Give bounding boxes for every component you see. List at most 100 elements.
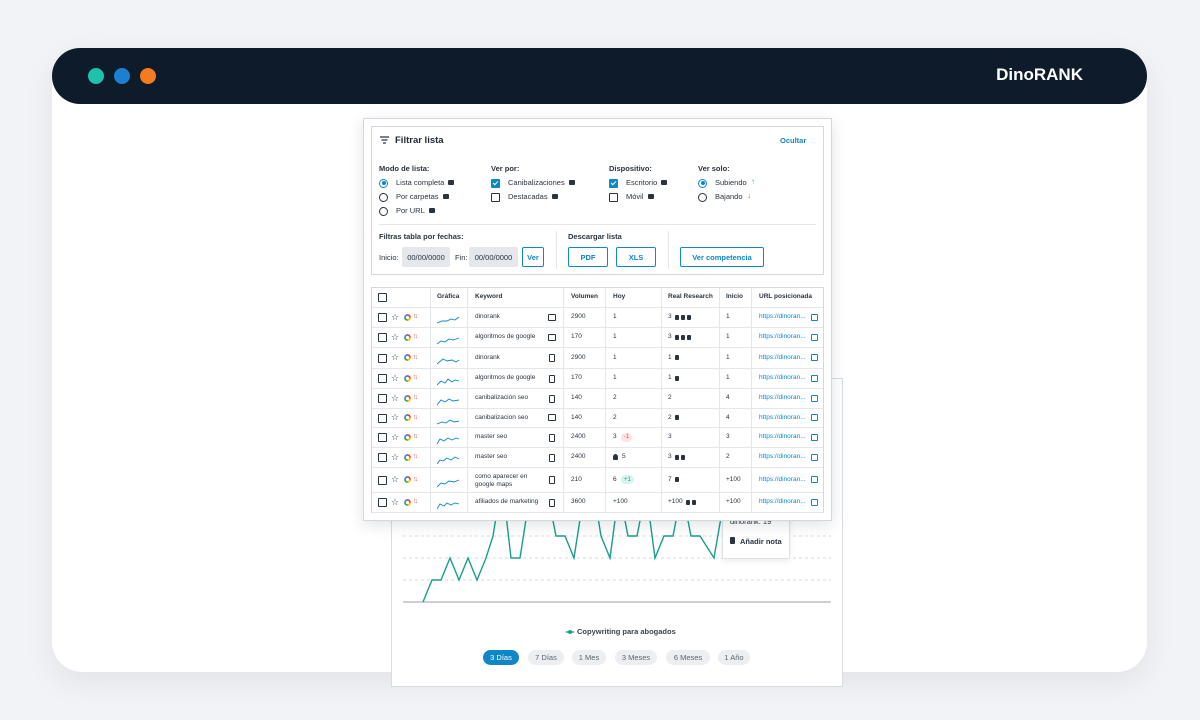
checkbox[interactable] bbox=[609, 178, 618, 188]
divider bbox=[668, 231, 669, 269]
window-dot[interactable] bbox=[114, 68, 130, 84]
serp-icon bbox=[692, 499, 696, 505]
tooltip-text: dinorank: 19 bbox=[730, 517, 772, 526]
range-button[interactable]: 1 Año bbox=[718, 650, 750, 665]
volume: 2900 bbox=[571, 313, 586, 320]
option-icon bbox=[443, 194, 449, 199]
row-checkbox[interactable] bbox=[378, 333, 387, 342]
star[interactable]: ☆ bbox=[391, 331, 400, 342]
filter-title: Filtrar lista bbox=[395, 135, 444, 146]
row-checkbox[interactable] bbox=[378, 313, 387, 322]
range-button[interactable]: 7 Días bbox=[528, 650, 564, 665]
volume: 140 bbox=[571, 394, 582, 401]
star[interactable]: ☆ bbox=[391, 412, 400, 422]
row-checkbox[interactable] bbox=[378, 353, 387, 363]
star[interactable]: ☆ bbox=[391, 311, 400, 322]
window-dot[interactable] bbox=[140, 68, 156, 84]
range-button[interactable]: 6 Meses bbox=[666, 650, 710, 665]
external-link[interactable] bbox=[811, 433, 818, 441]
external-link[interactable] bbox=[811, 333, 818, 341]
row-checkbox[interactable] bbox=[378, 453, 387, 462]
url[interactable]: https://dinoran... bbox=[759, 453, 806, 460]
url[interactable]: https://dinoran... bbox=[759, 374, 806, 381]
keyword: dinorank bbox=[475, 353, 500, 361]
url[interactable]: https://dinoran... bbox=[759, 498, 806, 505]
range-button[interactable]: 3 Meses bbox=[615, 650, 657, 665]
option-label[interactable]: Subiendo bbox=[715, 178, 747, 187]
sparkline bbox=[436, 373, 460, 386]
option-label[interactable]: Canibalizaciones bbox=[508, 178, 565, 187]
range-button[interactable]: 3 Días bbox=[483, 650, 519, 665]
url[interactable]: https://dinoran... bbox=[759, 394, 806, 401]
end-input[interactable]: 00/00/0000 bbox=[469, 247, 518, 267]
option-label[interactable]: Escritorio bbox=[626, 178, 658, 187]
external-link[interactable] bbox=[811, 374, 818, 382]
start-input[interactable]: 00/00/0000 bbox=[402, 247, 450, 267]
keyword: canibalizacion seo bbox=[475, 413, 529, 421]
row-checkbox[interactable] bbox=[378, 413, 387, 423]
radio[interactable] bbox=[379, 192, 388, 202]
serp-icon bbox=[687, 314, 691, 320]
view-button[interactable]: Ver bbox=[522, 247, 544, 267]
competition-button[interactable]: Ver competencia bbox=[680, 247, 764, 267]
option-label[interactable]: Lista completa bbox=[396, 178, 445, 187]
sparkline bbox=[436, 475, 460, 487]
window-dot[interactable] bbox=[88, 68, 104, 84]
radio[interactable] bbox=[698, 178, 707, 188]
checkbox[interactable] bbox=[491, 192, 500, 202]
external-link[interactable] bbox=[811, 498, 818, 506]
url[interactable]: https://dinoran... bbox=[759, 475, 806, 483]
row-checkbox[interactable] bbox=[378, 475, 387, 485]
url[interactable]: https://dinoran... bbox=[759, 433, 806, 440]
url[interactable]: https://dinoran... bbox=[759, 313, 806, 320]
row-divider bbox=[372, 347, 823, 348]
star[interactable]: ☆ bbox=[391, 496, 400, 507]
add-note[interactable]: Añadir nota bbox=[740, 537, 782, 546]
google-icon bbox=[404, 453, 411, 461]
option-label[interactable]: Bajando bbox=[715, 192, 743, 201]
start: 1 bbox=[726, 333, 730, 340]
url[interactable]: https://dinoran... bbox=[759, 353, 806, 361]
option-label[interactable]: Por carpetas bbox=[396, 192, 439, 201]
column-header: URL posicionada bbox=[759, 293, 812, 300]
option-label[interactable]: Móvil bbox=[626, 192, 644, 201]
pdf-button[interactable]: PDF bbox=[568, 247, 608, 267]
column-header: Inicio bbox=[726, 293, 743, 300]
row-checkbox[interactable] bbox=[378, 433, 387, 442]
device-icon bbox=[548, 313, 556, 321]
external-link[interactable] bbox=[811, 453, 818, 461]
keyword: master seo bbox=[475, 433, 508, 440]
range-button[interactable]: 1 Mes bbox=[572, 650, 606, 665]
sparkline-glyph bbox=[436, 437, 460, 445]
row-checkbox[interactable] bbox=[378, 394, 387, 403]
star[interactable]: ☆ bbox=[391, 372, 400, 383]
url[interactable]: https://dinoran... bbox=[759, 413, 806, 421]
row-checkbox[interactable] bbox=[378, 498, 387, 507]
checkbox[interactable] bbox=[609, 192, 618, 202]
sparkline bbox=[436, 497, 460, 510]
row-checkbox[interactable] bbox=[378, 374, 387, 383]
option-label[interactable]: Destacadas bbox=[508, 192, 548, 201]
today: 1 bbox=[613, 374, 617, 381]
star[interactable]: ☆ bbox=[391, 392, 400, 403]
star[interactable]: ☆ bbox=[391, 352, 400, 362]
external-link[interactable] bbox=[811, 394, 818, 402]
legend-label: Copywriting para abogados bbox=[577, 627, 676, 636]
external-link[interactable] bbox=[811, 414, 818, 421]
xls-button[interactable]: XLS bbox=[616, 247, 656, 267]
star[interactable]: ☆ bbox=[391, 451, 400, 462]
external-link[interactable] bbox=[811, 354, 818, 361]
star[interactable]: ☆ bbox=[391, 474, 400, 484]
external-link[interactable] bbox=[811, 476, 818, 483]
option-label[interactable]: Por URL bbox=[396, 206, 425, 215]
checkbox[interactable] bbox=[491, 178, 500, 188]
url[interactable]: https://dinoran... bbox=[759, 333, 806, 340]
star[interactable]: ☆ bbox=[391, 431, 400, 442]
radio[interactable] bbox=[379, 206, 388, 216]
radio[interactable] bbox=[379, 178, 388, 188]
column-header: Hoy bbox=[613, 293, 626, 300]
external-link[interactable] bbox=[811, 313, 818, 321]
radio[interactable] bbox=[698, 192, 707, 202]
select-all[interactable] bbox=[378, 293, 387, 302]
hide-toggle[interactable]: Ocultar bbox=[780, 136, 807, 145]
